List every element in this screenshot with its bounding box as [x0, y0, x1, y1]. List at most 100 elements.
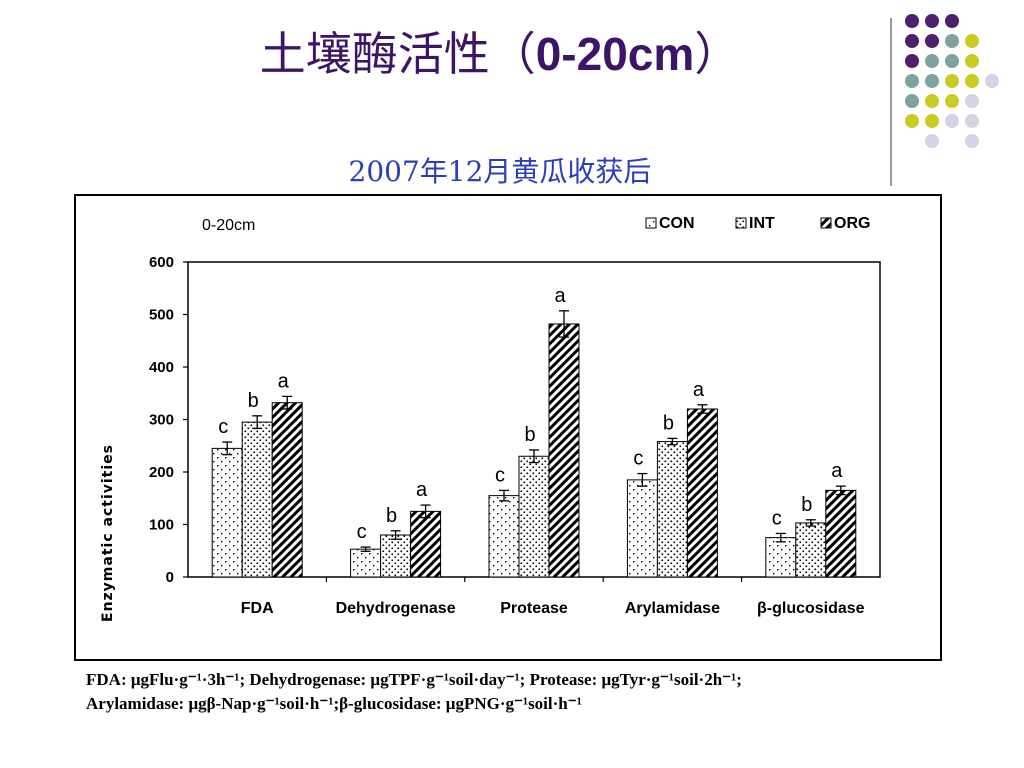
error-bar [805, 519, 816, 527]
decorative-dot [945, 54, 959, 68]
significance-letter: b [248, 390, 259, 412]
x-tick-label: Arylamidase [625, 600, 720, 617]
decorative-dot [945, 14, 959, 28]
decorative-dot-grid [905, 14, 1015, 164]
error-bar [390, 530, 401, 540]
x-tick-label: Dehydrogenase [336, 600, 456, 617]
y-axis-label: Enzymatic activities [100, 444, 116, 622]
significance-letter: a [554, 285, 566, 307]
decorative-dot [945, 114, 959, 128]
bar-int [241, 421, 273, 578]
bar-con [350, 548, 382, 578]
x-tick-label: FDA [241, 600, 274, 617]
y-tick-label: 200 [149, 464, 174, 481]
decorative-dot [925, 114, 939, 128]
y-tick-label: 0 [166, 569, 174, 586]
legend-swatch-int [735, 217, 747, 229]
decorative-dot [905, 54, 919, 68]
significance-letter: c [357, 521, 367, 543]
error-bar [559, 310, 569, 338]
bar-int [518, 455, 550, 578]
error-bar [282, 395, 293, 410]
bar-org [548, 323, 580, 578]
chart-legend: CON INT ORG [645, 215, 870, 232]
slide-title: 土壤酶活性（0-20cm） [0, 18, 1000, 84]
error-bar [252, 415, 263, 430]
decorative-dot [965, 74, 979, 88]
error-bar [222, 441, 233, 456]
decorative-dot [905, 114, 919, 128]
significance-letter: c [772, 507, 782, 529]
chart-annotation: 0-20cm [202, 217, 255, 234]
bar-int [380, 534, 412, 578]
significance-letter: b [801, 494, 812, 516]
significance-letter: a [416, 479, 428, 501]
decorative-dot [965, 134, 979, 148]
slide-subtitle: 2007年12月黄瓜收获后 [348, 155, 652, 188]
plot-area: 0100200300400500600FDAcbaDehydrogenasecb… [149, 254, 881, 617]
error-bar [360, 546, 371, 552]
y-tick-label: 600 [149, 254, 174, 271]
error-bar [775, 532, 786, 543]
error-bar [499, 489, 509, 502]
y-tick-label: 100 [149, 517, 174, 534]
decorative-dot [965, 114, 979, 128]
decorative-dot [965, 34, 979, 48]
decorative-dot [985, 74, 999, 88]
decorative-dot [945, 94, 959, 108]
footnote-line-2: Arylamidase: μgβ-Nap·g⁻¹soil·h⁻¹;β-gluco… [86, 694, 582, 713]
significance-letter: b [663, 412, 674, 434]
legend-swatch-org [820, 217, 832, 229]
significance-letter: a [831, 460, 843, 482]
error-bar [835, 485, 846, 496]
x-tick-label: β-glucosidase [757, 600, 865, 617]
error-bar [667, 437, 678, 446]
bar-con [626, 479, 658, 578]
decorative-dot [905, 74, 919, 88]
decorative-dot [925, 14, 939, 28]
chart-frame: 0-20cm CON INT ORG Enzymatic activities 0 1… [74, 194, 942, 661]
slide-title-close: ） [694, 27, 741, 81]
error-bar [697, 404, 708, 414]
significance-letter: b [386, 505, 397, 527]
bar-org [825, 489, 857, 578]
legend-label-int: INT [749, 215, 775, 232]
bar-int [795, 522, 827, 578]
significance-letter: c [495, 464, 505, 486]
significance-letter: b [524, 424, 535, 446]
bar-con [488, 495, 520, 578]
bar-org [410, 510, 442, 578]
legend-swatch-con [645, 217, 657, 229]
decorative-dot [965, 94, 979, 108]
legend-label-org: ORG [834, 215, 870, 232]
decorative-dot [945, 34, 959, 48]
decorative-dot [945, 74, 959, 88]
decorative-dot [925, 94, 939, 108]
decorative-dot [905, 14, 919, 28]
decorative-dot [925, 74, 939, 88]
bar-org [271, 402, 303, 578]
error-bar [637, 472, 648, 487]
significance-letter: c [218, 416, 228, 438]
y-tick-label: 400 [149, 359, 174, 376]
significance-letter: a [278, 370, 290, 392]
decorative-dot [925, 54, 939, 68]
y-tick-label: 500 [149, 307, 174, 324]
decorative-divider [890, 18, 892, 186]
error-bar [420, 504, 431, 519]
error-bar [529, 449, 539, 464]
bar-org [686, 408, 718, 578]
slide-title-cn: 土壤酶活性（ [259, 27, 536, 81]
significance-letter: c [633, 448, 643, 470]
footnote-line-1: FDA: μgFlu·g⁻¹·3h⁻¹; Dehydrogenase: μgTP… [86, 670, 742, 689]
decorative-dot [905, 34, 919, 48]
bar-con [211, 447, 243, 578]
decorative-dot [925, 34, 939, 48]
bar-chart: 0-20cm CON INT ORG Enzymatic activities 0 1… [100, 215, 881, 622]
decorative-dot [925, 134, 939, 148]
bar-con [765, 537, 797, 578]
decorative-dot [965, 54, 979, 68]
significance-letter: a [693, 379, 705, 401]
legend-label-con: CON [659, 215, 695, 232]
slide-title-depth: 0-20cm [535, 28, 695, 80]
